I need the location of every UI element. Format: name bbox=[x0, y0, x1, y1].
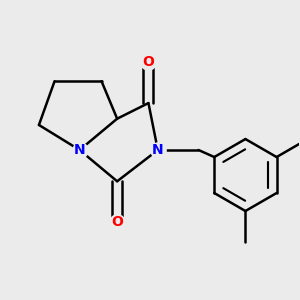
Text: O: O bbox=[142, 56, 154, 69]
Text: N: N bbox=[74, 143, 85, 157]
Text: N: N bbox=[152, 143, 164, 157]
Text: O: O bbox=[111, 215, 123, 229]
